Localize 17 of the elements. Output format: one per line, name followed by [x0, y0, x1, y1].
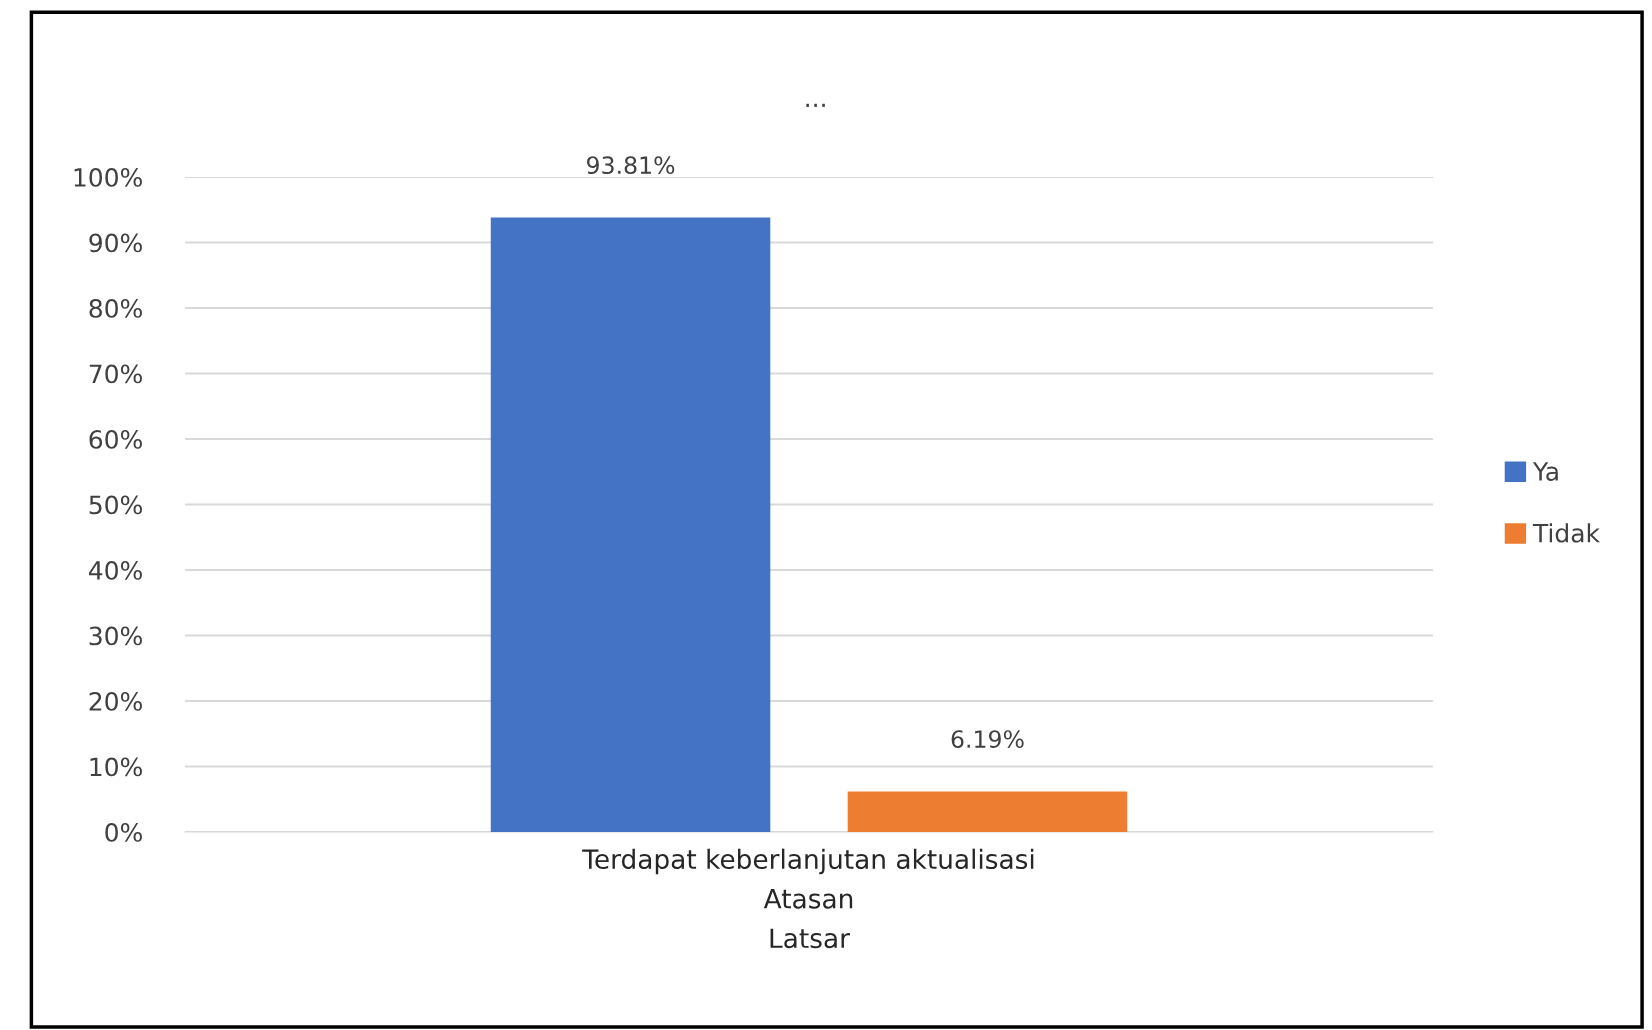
y-tick-label: 40%	[88, 560, 142, 580]
x-tick-label: Terdapat keberlanjutan aktualisasi Atasan Latsar	[582, 848, 1034, 949]
data-label: 93.81%	[587, 156, 675, 175]
y-tick-label: 20%	[89, 691, 142, 711]
chart-title: ...	[806, 103, 825, 107]
legend-label: Tidak	[1532, 523, 1600, 543]
y-tick-label: 70%	[89, 364, 142, 384]
y-tick-label: 80%	[89, 298, 142, 318]
y-tick-label: 10%	[90, 757, 142, 777]
y-tick-label: 100%	[74, 167, 142, 187]
y-tick-label: 90%	[89, 233, 142, 253]
legend-label: Ya	[1532, 462, 1558, 481]
y-tick-label: 30%	[89, 626, 142, 646]
y-tick-label: 60%	[89, 429, 142, 449]
data-label: 6.19%	[951, 730, 1024, 748]
y-tick-label: 50%	[89, 495, 142, 515]
y-tick-label: 0%	[105, 822, 142, 842]
